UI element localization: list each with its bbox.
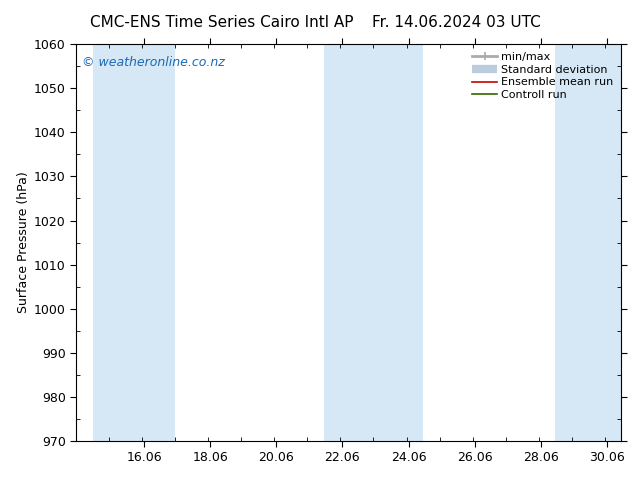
Bar [93,44,175,441]
Bar [324,44,423,441]
Text: © weatheronline.co.nz: © weatheronline.co.nz [82,56,224,69]
Y-axis label: Surface Pressure (hPa): Surface Pressure (hPa) [16,172,30,314]
Bar [555,44,621,441]
Text: CMC-ENS Time Series Cairo Intl AP: CMC-ENS Time Series Cairo Intl AP [90,15,354,30]
Legend: min/max, Standard deviation, Ensemble mean run, Controll run: min/max, Standard deviation, Ensemble me… [470,49,616,102]
Text: Fr. 14.06.2024 03 UTC: Fr. 14.06.2024 03 UTC [372,15,541,30]
